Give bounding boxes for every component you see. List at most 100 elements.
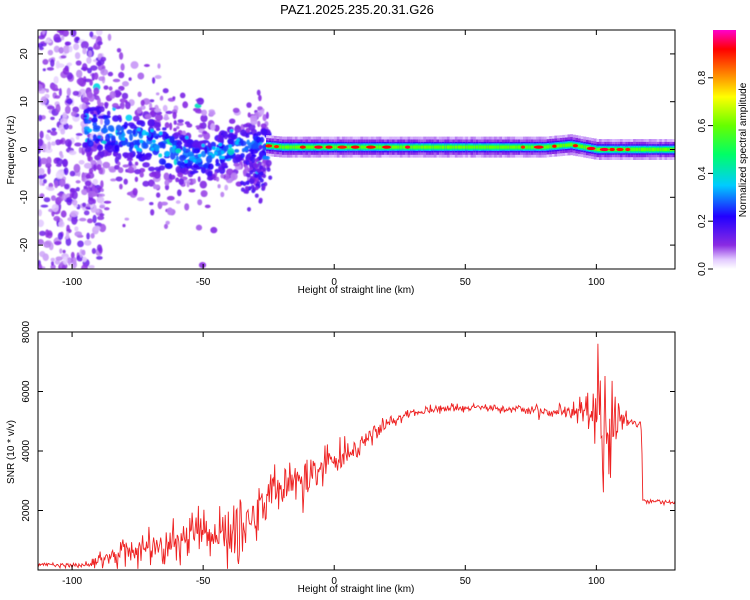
spectrogram-cell [73,163,81,173]
spectrogram-cell [54,95,61,99]
spectrogram-cell [62,193,67,201]
spectrogram-cell [192,141,200,149]
spectrogram-cell [142,162,150,168]
spectrogram-cell [207,171,213,177]
ridge-cell [499,145,503,149]
ridge-cell [654,148,657,151]
spectrogram-cell [173,120,177,125]
spectrogram-cell [91,248,96,254]
ridge-cell [436,145,440,149]
spectrogram-cell [154,166,162,171]
spectrogram-cell [87,139,94,148]
spectrogram-cell [54,241,62,245]
spectrogram-cell [38,219,44,228]
spectrogram-cell [60,154,64,159]
spectrogram-cell [60,55,67,59]
spectrogram-cell [70,111,77,117]
spectrogram-cell [77,240,84,248]
spectrogram-cell [155,114,163,121]
spectrogram-cell [82,47,87,55]
spectrogram-cell [119,98,127,103]
ridge-peak [350,145,360,149]
spectrogram-cell [262,114,267,122]
spectrogram-cell [117,161,121,166]
ridge-peak [572,144,579,148]
spectrogram-cell [103,85,109,90]
ridge-cell [310,145,314,149]
spectrogram-cell [60,118,68,125]
spectrogram-cell [246,139,250,146]
spectrogram-cell [110,135,116,141]
spectrogram-cell [97,135,102,139]
spectrogram-cell [67,256,71,266]
spectrogram-cell [124,217,130,221]
spectrogram-cell [87,154,91,162]
ridge-cell [452,145,456,149]
spectrogram-cell [57,232,64,240]
snr-x-tick-label: 0 [331,576,337,587]
spectrogram-cell [123,153,128,159]
ridge-peak [382,145,392,149]
spectrogram-cell [193,163,199,168]
spectrogram-cell [66,72,73,80]
ridge-cell [638,148,642,151]
spectrogram-cell [122,81,129,87]
spectrogram-cell [164,184,170,191]
spectrogram-cell [118,71,125,79]
spectrogram-cell [96,196,105,204]
spectrogram-cell [137,91,142,98]
snr-series-line [38,343,675,570]
spectrogram-cell [92,214,97,224]
spectrogram-cell [38,138,44,147]
ridge-peak [609,147,615,152]
spectrogram-cell [93,164,97,172]
spectrogram-cell [38,174,46,180]
ridge-cell [297,145,301,149]
ridge-cell [564,143,568,147]
spectrogram-cell [259,136,265,143]
spectrogram-cell [245,127,251,134]
spectrogram-peak [228,144,232,148]
spectrogram-cell [258,175,262,181]
spectrogram-cell [119,183,123,190]
spectrogram-cell [64,41,70,46]
spectrogram-cell [42,68,46,72]
spectrogram-cell [42,30,46,35]
spectrogram-cell [155,92,160,96]
spectrogram-peak [150,128,154,133]
ridge-cell [420,145,424,149]
spectrogram-cell [58,88,62,97]
spectrogram-cell [79,217,87,222]
ridge-cell [614,148,618,151]
ridge-cell [287,145,290,149]
spectrogram-peak [134,145,138,149]
spectrogram-cell [177,172,184,178]
spectrogram-cell [47,166,51,175]
ridge-cell [578,144,581,148]
spectrogram-cell [233,162,240,167]
spectrogram-cell [121,92,129,100]
spectrogram-peak [150,147,155,151]
spectrogram-cell [87,128,93,133]
spectrogram-cell [204,146,208,155]
snr-x-tick-label: 50 [460,576,472,587]
spectrogram-cell [56,30,65,33]
spectrogram-cell [83,114,88,118]
spectrogram-cell [153,144,160,150]
spectrogram-cell [81,264,88,269]
spectrogram-peak [158,131,163,135]
spectrogram-cell [97,115,104,119]
ridge-peak [616,147,624,152]
spectrogram-cell [193,107,201,112]
spectrogram-cell [87,152,93,156]
spectrogram-cell [51,84,58,92]
spectrogram-cell [169,122,173,131]
ridge-cell [635,148,639,151]
spectrogram-cell [53,33,61,43]
spectrogram-cell [208,110,216,116]
spectrogram-cell [73,43,80,51]
spectrogram-cell [220,173,225,179]
ridge-cell [410,145,414,149]
spectrogram-cell [109,127,115,133]
